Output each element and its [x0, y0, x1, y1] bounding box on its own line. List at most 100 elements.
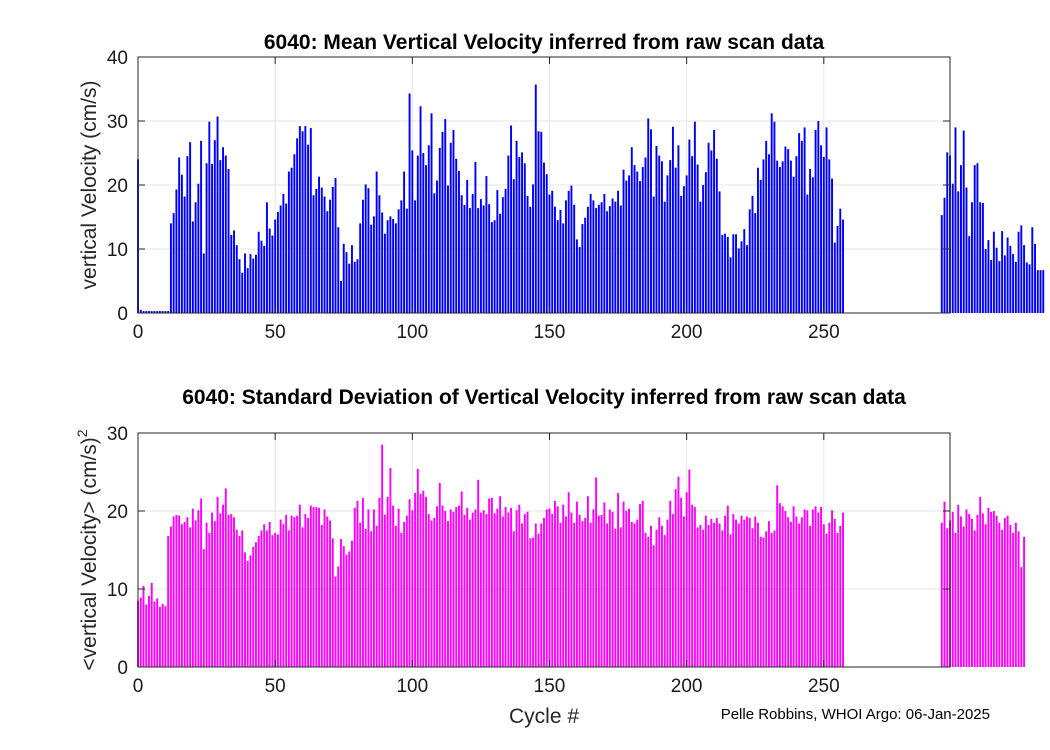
mean-bar-22	[197, 183, 200, 313]
mean-bar-184	[641, 167, 644, 313]
std-bar-105	[425, 496, 427, 667]
std-bar-54	[285, 514, 288, 667]
mean-bar-264	[957, 191, 960, 313]
std-bar-96	[400, 532, 403, 667]
std-bar-23	[200, 498, 203, 667]
std-bar-235	[781, 506, 784, 667]
std-bar-218	[735, 519, 737, 667]
mean-bar-244	[806, 194, 809, 313]
std-bar-254	[833, 518, 836, 667]
mean-bar-266	[962, 130, 965, 313]
mean-bar-78	[351, 245, 353, 313]
std-bar-120	[466, 507, 469, 667]
mean-bar-5	[150, 311, 153, 313]
mean-bar-250	[822, 156, 825, 313]
mean-bar-269	[970, 202, 973, 313]
std-bar-150	[548, 508, 551, 667]
std-bar-69	[326, 516, 329, 667]
std-bar-258	[940, 522, 943, 667]
std-bar-155	[562, 504, 565, 667]
std-bar-260	[946, 528, 949, 667]
std-bar-4	[148, 596, 150, 667]
mean-bar-222	[746, 245, 748, 313]
mean-bar-118	[460, 195, 463, 313]
mean-bar-43	[255, 254, 257, 313]
mean-bar-272	[979, 202, 982, 313]
mean-bar-199	[682, 186, 685, 313]
std-bar-153	[556, 506, 559, 667]
std-bar-252	[828, 522, 831, 667]
mean-bar-61	[304, 126, 307, 314]
std-bar-282	[1006, 515, 1009, 667]
mean-bar-270	[973, 165, 976, 313]
mean-bar-7	[156, 311, 159, 313]
std-bar-160	[575, 501, 578, 667]
std-bar-126	[482, 510, 485, 667]
mean-bar-122	[471, 193, 474, 313]
mean-ytick-label-20: 20	[107, 176, 128, 197]
mean-bar-277	[992, 231, 995, 313]
mean-bar-13	[172, 213, 175, 313]
mean-bar-257	[842, 219, 844, 313]
std-bar-26	[208, 532, 211, 667]
mean-bar-29	[216, 116, 219, 314]
mean-bar-221	[743, 229, 746, 313]
std-bar-81	[359, 522, 362, 667]
std-xtick-label-250: 250	[808, 676, 840, 697]
mean-bar-24	[202, 253, 205, 313]
std-bar-222	[746, 516, 748, 667]
mean-bar-110	[438, 147, 441, 313]
mean-bar-177	[622, 169, 625, 313]
mean-y-axis-label: vertical Velocity (cm/s)	[78, 81, 101, 290]
mean-bar-174	[614, 201, 617, 313]
mean-bar-123	[474, 161, 477, 313]
mean-bar-217	[732, 234, 735, 313]
std-bar-143	[529, 538, 532, 667]
std-bar-17	[183, 521, 186, 667]
std-bar-91	[386, 496, 389, 667]
std-bar-18	[186, 517, 189, 667]
mean-bar-152	[554, 206, 556, 313]
mean-ytick-label-10: 10	[107, 240, 128, 261]
std-bar-36	[235, 529, 238, 667]
mean-bar-105	[425, 165, 427, 313]
mean-bar-286	[1017, 231, 1020, 313]
mean-bar-45	[260, 240, 263, 313]
std-bar-103	[419, 493, 422, 667]
std-bar-8	[158, 606, 161, 667]
mean-bar-273	[981, 202, 984, 313]
std-bar-93	[392, 505, 395, 667]
std-bar-144	[532, 537, 534, 667]
mean-xtick-label-200: 200	[671, 322, 703, 343]
mean-bar-188	[652, 196, 655, 313]
mean-bar-283	[1009, 245, 1012, 313]
mean-bar-93	[392, 218, 395, 313]
mean-bar-112	[444, 119, 447, 313]
std-bar-168	[597, 515, 600, 667]
mean-bar-200	[685, 175, 688, 313]
mean-bar-290	[1028, 264, 1031, 313]
mean-bar-258	[940, 215, 943, 313]
mean-bar-46	[263, 245, 266, 313]
std-bar-56	[290, 515, 293, 667]
mean-bar-26	[208, 121, 211, 313]
mean-bar-98	[405, 208, 408, 313]
mean-bar-262	[951, 183, 954, 313]
std-bar-219	[737, 523, 740, 667]
mean-bar-92	[389, 216, 392, 313]
mean-bar-130	[493, 220, 496, 313]
mean-bar-89	[381, 212, 384, 313]
mean-bar-30	[219, 160, 222, 313]
mean-bar-60	[301, 131, 304, 313]
mean-bar-48	[268, 228, 271, 313]
std-bar-30	[219, 513, 222, 667]
mean-bar-114	[449, 142, 452, 313]
std-bar-39	[244, 552, 246, 667]
std-bar-13	[172, 516, 175, 667]
mean-bar-239	[792, 176, 795, 313]
std-bar-11	[167, 535, 170, 667]
std-bar-178	[625, 511, 628, 667]
mean-bar-211	[715, 158, 718, 313]
std-bar-268	[968, 514, 971, 667]
mean-bar-20	[191, 221, 194, 313]
